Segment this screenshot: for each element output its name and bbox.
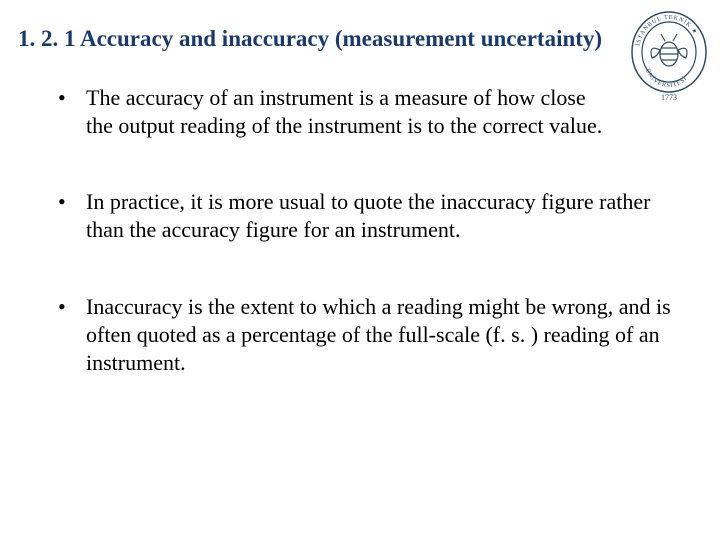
bullet-item: In practice, it is more usual to quote t… <box>58 188 680 244</box>
slide-title: 1. 2. 1 Accuracy and inaccuracy (measure… <box>18 26 602 52</box>
bullet-list: The accuracy of an instrument is a measu… <box>58 84 680 425</box>
bullet-item: Inaccuracy is the extent to which a read… <box>58 293 680 377</box>
bullet-item: The accuracy of an instrument is a measu… <box>58 84 606 140</box>
slide: 1. 2. 1 Accuracy and inaccuracy (measure… <box>0 0 720 540</box>
